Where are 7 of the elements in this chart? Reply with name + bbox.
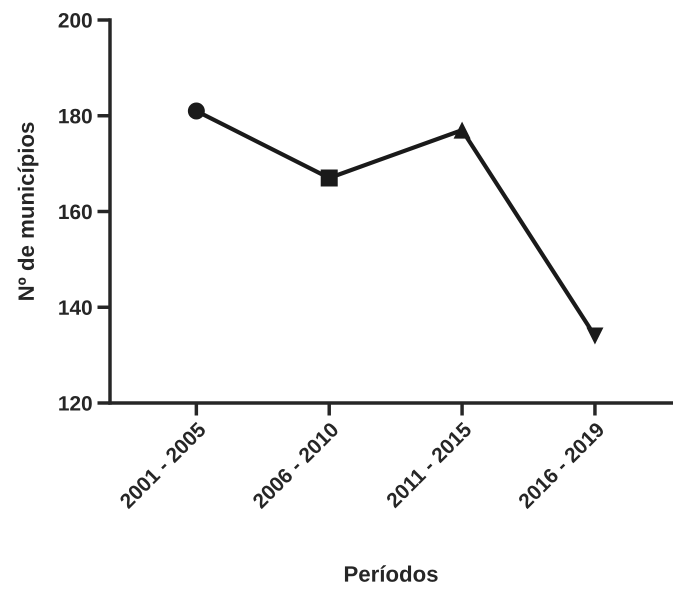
y-tick-label: 140 [59, 300, 92, 316]
y-tick-label: 160 [59, 204, 92, 220]
y-axis-title: Nº de municípios [18, 122, 38, 300]
x-axis-title: Períodos [344, 565, 438, 582]
y-tick-label: 120 [59, 396, 92, 411]
y-tick-label: 200 [58, 13, 92, 28]
y-tick-label: 180 [59, 108, 92, 124]
